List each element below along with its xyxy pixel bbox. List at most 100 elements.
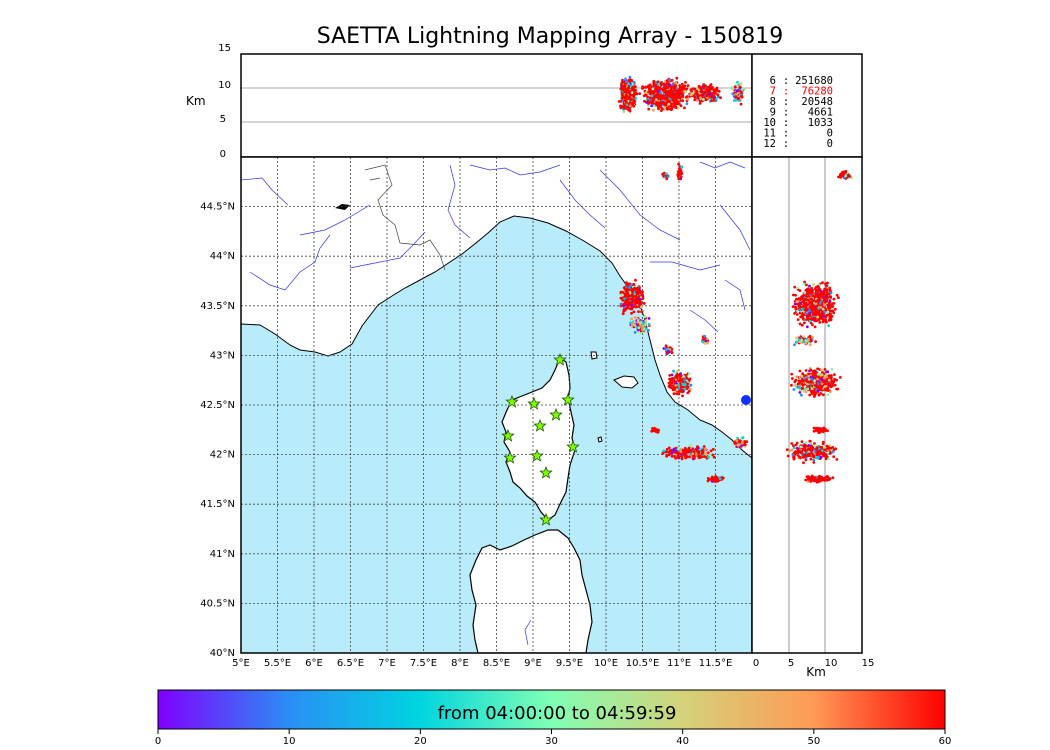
station-star-icon — [527, 396, 541, 410]
longitude-label: 6.5°E — [337, 658, 364, 669]
station-count-row: 9: 4661 — [770, 107, 833, 119]
station-count-stations: 12 — [763, 138, 776, 150]
lightning-cluster — [629, 314, 651, 335]
longitude-label: 9.5°E — [556, 658, 583, 669]
lightning-cluster — [661, 171, 670, 181]
lightning-cluster — [617, 75, 639, 114]
longitude-label: 7°E — [378, 658, 396, 669]
colorbar-tick-label: 30 — [545, 736, 558, 747]
station-count-sep: : — [783, 138, 789, 150]
station-count-row: 11: 0 — [763, 128, 833, 140]
latitude-label: 42°N — [210, 450, 235, 461]
longitude-label: 8.5°E — [483, 658, 510, 669]
station-star-icon — [539, 512, 553, 526]
lightning-cluster — [730, 80, 746, 106]
station-star-icon — [539, 465, 553, 479]
longitude-label: 10.5°E — [626, 658, 660, 669]
country-borders — [364, 164, 446, 271]
longitude-label: 8°E — [451, 658, 469, 669]
lightning-cluster — [804, 474, 835, 484]
station-star-icon — [561, 392, 575, 406]
station-count-value: 251680 — [795, 75, 833, 87]
lightning-cluster — [667, 369, 693, 398]
latitude-label: 43°N — [210, 350, 235, 361]
station-count-row: 6:251680 — [770, 75, 833, 87]
lightning-cluster — [837, 169, 853, 180]
station-count-stations: 10 — [763, 117, 776, 129]
station-count-row: 12: 0 — [763, 138, 833, 150]
colorbar-tick-label: 50 — [807, 736, 820, 747]
station-count-stations: 8 — [770, 96, 776, 108]
station-count-sep: : — [783, 86, 789, 98]
altitude-axis-label: Km — [186, 94, 206, 108]
latitude-label: 42.5°N — [200, 400, 235, 411]
colorbar-time-range: from 04:00:00 to 04:59:59 — [438, 703, 677, 724]
station-count-sep: : — [783, 96, 789, 108]
lightning-cluster — [638, 76, 692, 112]
lightning-cluster — [791, 280, 840, 329]
altitude-tick-10: 10 — [218, 80, 231, 91]
longitude-label: 9°E — [524, 658, 542, 669]
latitude-label: 40°N — [210, 648, 235, 659]
elba-island — [613, 375, 639, 389]
colorbar-tick-label: 0 — [155, 736, 161, 747]
altitude-tick-0: 0 — [220, 149, 226, 160]
lightning-cluster — [661, 444, 716, 461]
altitude-sources — [617, 75, 746, 114]
station-count-sep: : — [783, 75, 789, 87]
colorbar: from 04:00:00 to 04:59:59 0 10 20 30 40 50 60 — [155, 689, 951, 747]
map-panel — [240, 156, 753, 654]
longitude-label: 6°E — [305, 658, 323, 669]
altitude-tick-15: 15 — [218, 43, 231, 54]
station-count-value: 20548 — [801, 96, 833, 108]
longitude-label: 5.5°E — [264, 658, 291, 669]
lightning-cluster — [701, 334, 710, 345]
side-tick-15: 15 — [862, 658, 875, 669]
longitude-label: 5°E — [232, 658, 250, 669]
station-count-stations: 9 — [770, 107, 776, 119]
side-lightning-sources — [785, 169, 853, 484]
latitude-label: 44.5°N — [200, 202, 235, 213]
station-count-stations: 6 — [770, 75, 776, 87]
lightning-cluster — [785, 439, 839, 465]
colorbar-ticks: 0 10 20 30 40 50 60 — [155, 729, 951, 747]
longitude-label: 11°E — [667, 658, 691, 669]
lightning-cluster — [790, 367, 842, 398]
station-count-value: 1033 — [808, 117, 833, 129]
longitude-label: 7.5°E — [410, 658, 437, 669]
lightning-cluster — [706, 475, 725, 483]
side-tick-5: 5 — [788, 658, 794, 669]
map-lightning-sources — [619, 162, 751, 483]
station-count-value: 4661 — [808, 107, 833, 119]
lightning-cluster — [793, 334, 817, 347]
lightning-cluster — [650, 426, 660, 434]
lightning-cluster — [619, 278, 646, 316]
station-count-sep: : — [783, 107, 789, 119]
altitude-tick-5: 5 — [220, 114, 226, 125]
station-count-row: 7:76280 — [770, 86, 833, 98]
side-altitude-panel — [751, 156, 863, 654]
side-axis-label: Km — [806, 665, 826, 679]
station-star-icon — [553, 352, 567, 366]
corsica-island — [501, 357, 576, 521]
station-count-row: 8:20548 — [770, 96, 833, 108]
station-count-table: 6:2516807:762808:205489:466110:103311:01… — [763, 75, 833, 150]
station-star-icon — [533, 418, 547, 432]
station-star-icon — [503, 450, 517, 464]
colorbar-tick-label: 20 — [414, 736, 427, 747]
station-count-panel: 6:2516807:762808:205489:466110:103311:01… — [751, 53, 863, 158]
station-star-icon — [505, 394, 519, 408]
lightning-cluster — [812, 426, 829, 435]
station-count-row: 10: 1033 — [763, 117, 833, 129]
lightning-cluster — [688, 83, 722, 105]
station-star-icon — [566, 439, 580, 453]
latitude-label: 40.5°N — [200, 598, 235, 609]
sardinia-island — [469, 529, 593, 653]
station-star-icon — [530, 448, 544, 462]
station-count-value: 76280 — [801, 86, 833, 98]
latitude-label: 44°N — [210, 251, 235, 262]
side-tick-10: 10 — [825, 658, 838, 669]
station-count-stations: 11 — [763, 128, 776, 140]
latitude-labels: 40°N 40.5°N 41°N 41.5°N 42°N 42.5°N 43°N 43.5°N… — [200, 202, 235, 659]
